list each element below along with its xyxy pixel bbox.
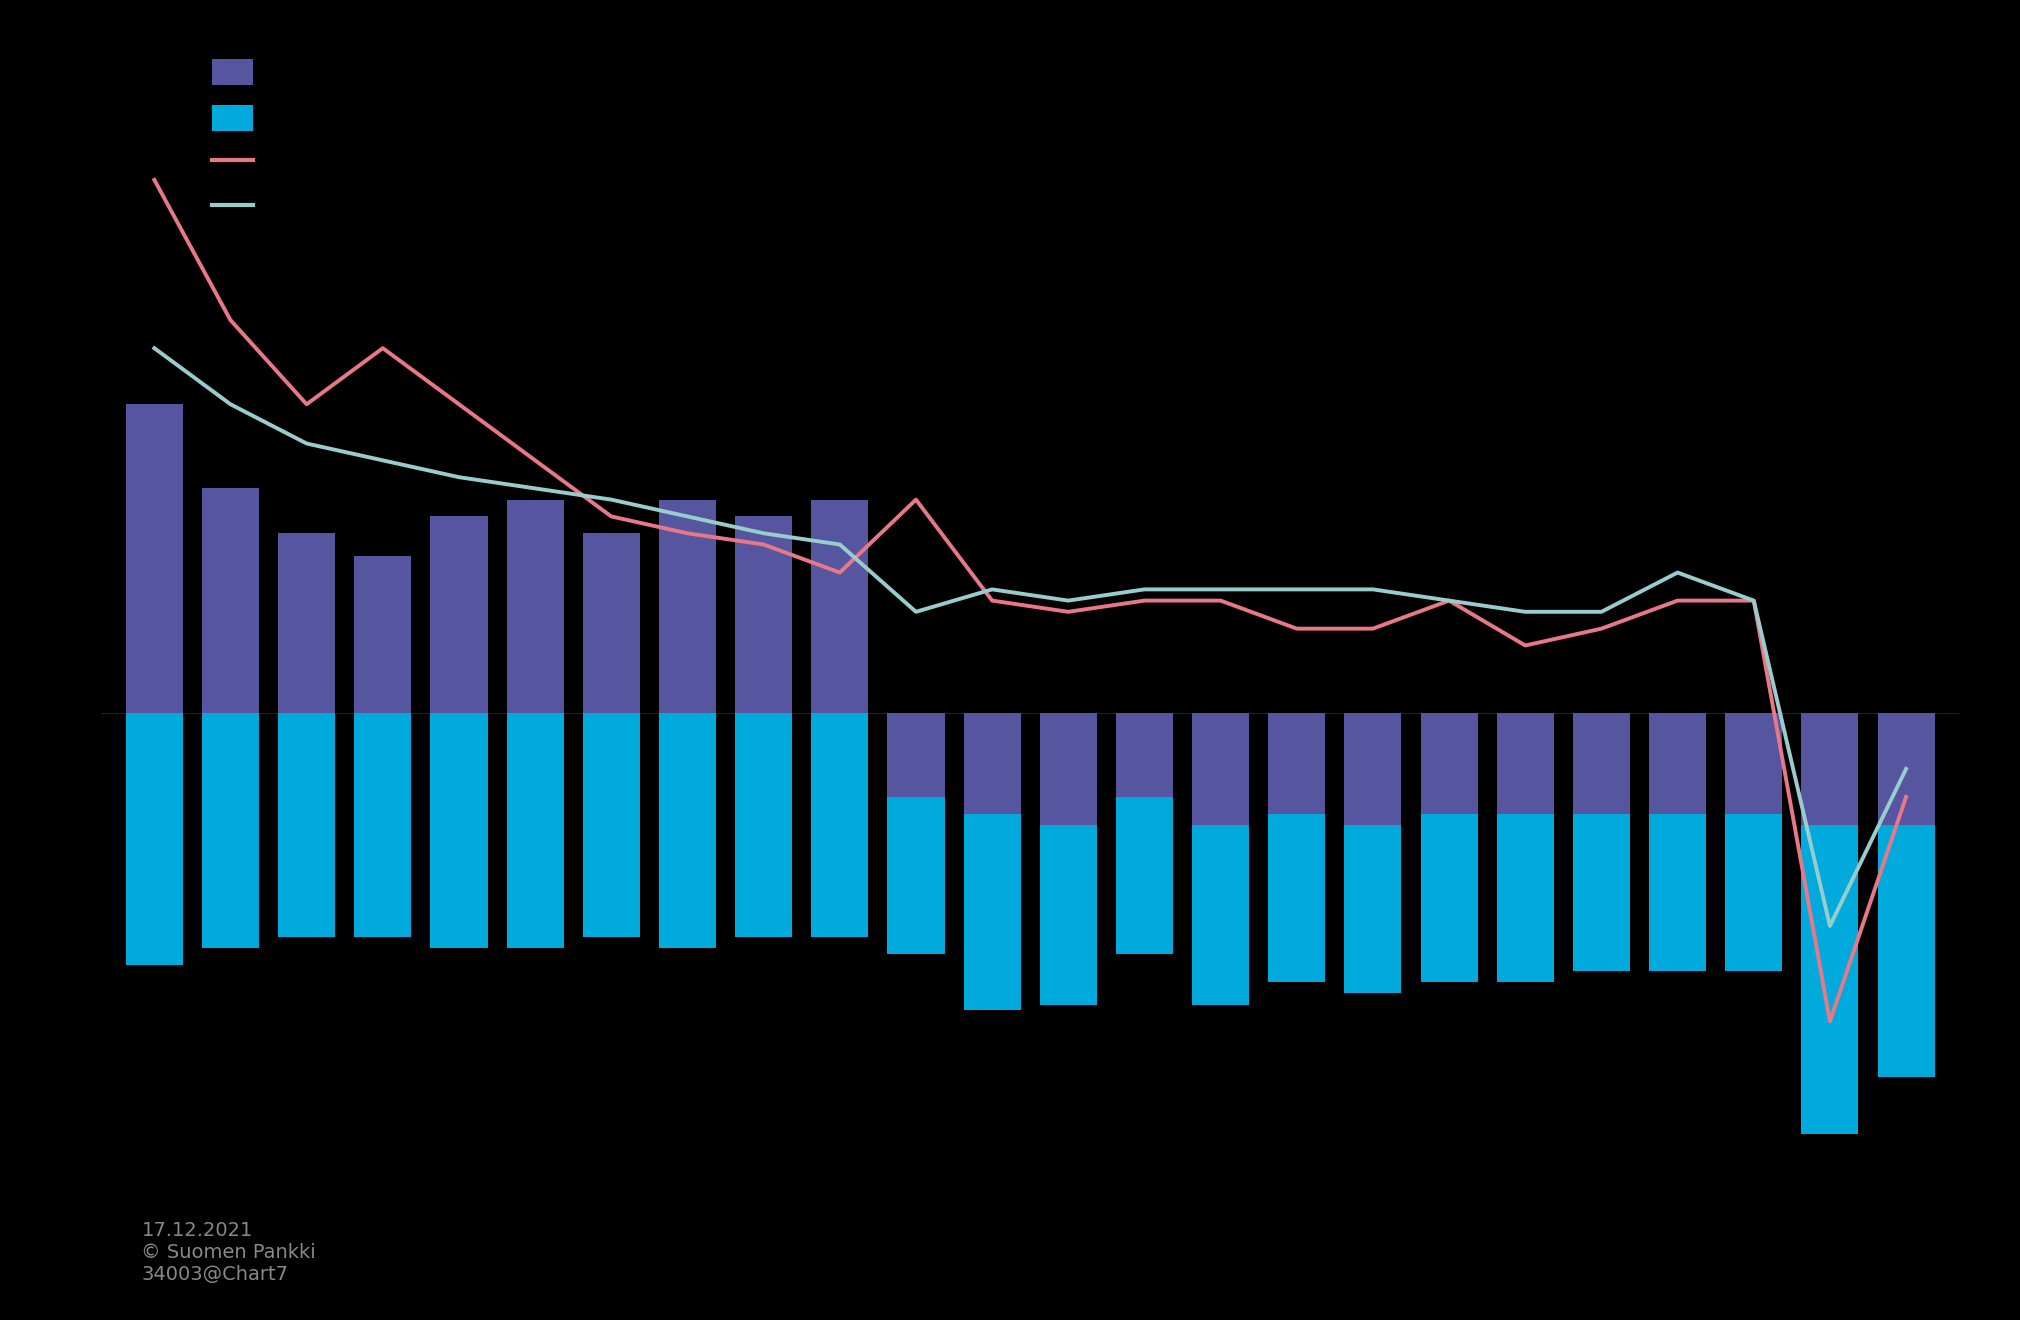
Bar bbox=[582, 533, 640, 713]
Bar bbox=[1040, 713, 1097, 825]
Bar bbox=[202, 488, 259, 713]
Bar bbox=[964, 813, 1020, 1010]
Bar bbox=[1269, 813, 1325, 982]
Bar bbox=[1497, 813, 1553, 982]
Bar bbox=[1269, 713, 1325, 813]
Bar bbox=[1725, 813, 1782, 972]
Bar bbox=[1345, 713, 1402, 825]
Bar bbox=[1420, 713, 1479, 813]
Bar bbox=[1115, 713, 1174, 797]
Bar bbox=[812, 713, 869, 937]
Bar bbox=[125, 404, 184, 713]
Bar bbox=[812, 500, 869, 713]
Bar bbox=[1648, 713, 1707, 813]
Bar bbox=[279, 533, 335, 713]
Bar bbox=[507, 713, 564, 949]
Bar bbox=[1192, 825, 1248, 1005]
Bar bbox=[1040, 825, 1097, 1005]
Bar bbox=[887, 797, 945, 954]
Legend: , , , : , , , bbox=[212, 59, 261, 222]
Bar bbox=[1725, 713, 1782, 813]
Bar bbox=[125, 713, 184, 965]
Bar bbox=[430, 713, 487, 949]
Bar bbox=[1420, 813, 1479, 982]
Bar bbox=[354, 713, 412, 937]
Bar bbox=[1115, 797, 1174, 954]
Bar bbox=[354, 556, 412, 713]
Bar bbox=[1802, 825, 1858, 1134]
Bar bbox=[1192, 713, 1248, 825]
Bar bbox=[1574, 813, 1630, 972]
Text: 17.12.2021
© Suomen Pankki
34003@Chart7: 17.12.2021 © Suomen Pankki 34003@Chart7 bbox=[141, 1221, 317, 1284]
Bar bbox=[202, 713, 259, 949]
Bar bbox=[1877, 713, 1935, 825]
Bar bbox=[659, 713, 715, 949]
Bar bbox=[1877, 825, 1935, 1077]
Bar bbox=[1345, 825, 1402, 994]
Bar bbox=[964, 713, 1020, 813]
Bar bbox=[1648, 813, 1707, 972]
Bar bbox=[735, 516, 792, 713]
Bar bbox=[659, 500, 715, 713]
Bar bbox=[507, 500, 564, 713]
Bar bbox=[1802, 713, 1858, 825]
Bar bbox=[887, 713, 945, 797]
Bar bbox=[582, 713, 640, 937]
Bar bbox=[1497, 713, 1553, 813]
Bar bbox=[1574, 713, 1630, 813]
Bar bbox=[735, 713, 792, 937]
Bar bbox=[430, 516, 487, 713]
Bar bbox=[279, 713, 335, 937]
